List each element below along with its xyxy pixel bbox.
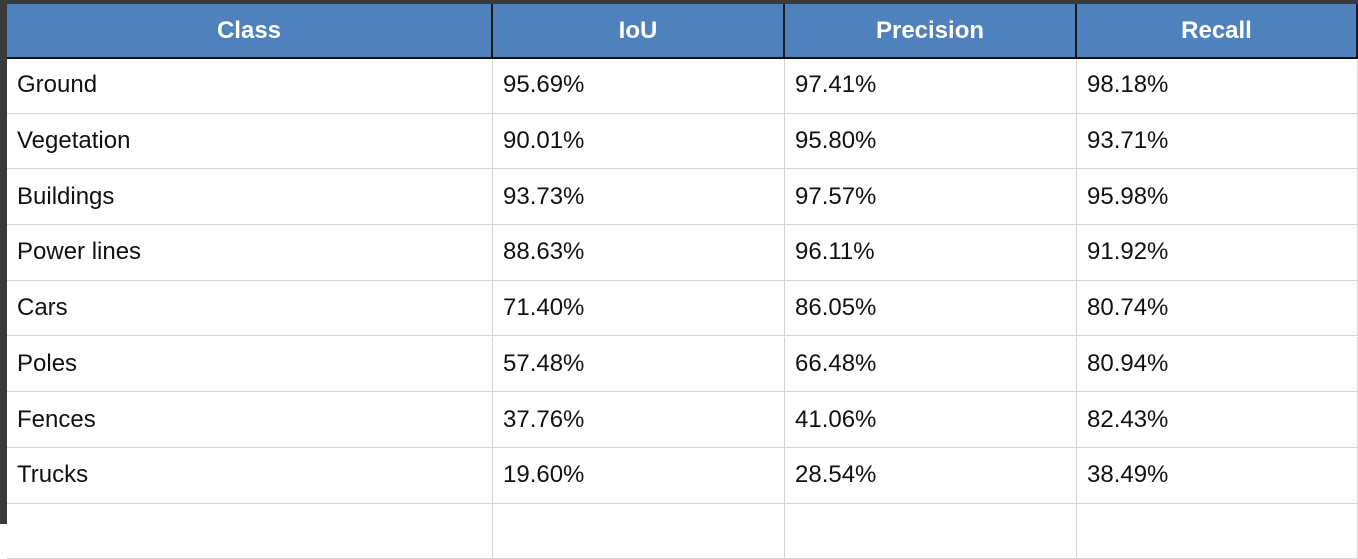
table-cell: 28.54% bbox=[785, 447, 1077, 504]
table-cell: Ground bbox=[7, 58, 493, 114]
empty-cell bbox=[785, 503, 1077, 559]
table-cell: Power lines bbox=[7, 225, 493, 281]
table-cell: 80.94% bbox=[1077, 336, 1358, 393]
empty-cell bbox=[493, 503, 785, 559]
table-cell: Buildings bbox=[7, 169, 493, 226]
table-cell: 96.11% bbox=[785, 225, 1077, 281]
table-cell: 88.63% bbox=[493, 225, 785, 281]
table-cell: Cars bbox=[7, 280, 493, 337]
header-cell: Class bbox=[7, 4, 493, 58]
table-cell: 71.40% bbox=[493, 280, 785, 337]
table-cell: 97.57% bbox=[785, 169, 1077, 226]
table-cell: 95.80% bbox=[785, 113, 1077, 170]
header-cell: Recall bbox=[1077, 4, 1358, 58]
empty-cell bbox=[7, 503, 493, 559]
table-cell: 37.76% bbox=[493, 392, 785, 448]
table-cell: 91.92% bbox=[1077, 225, 1358, 281]
table-cell: 90.01% bbox=[493, 113, 785, 170]
table-cell: Fences bbox=[7, 392, 493, 448]
table-cell: 57.48% bbox=[493, 336, 785, 393]
table-cell: 97.41% bbox=[785, 58, 1077, 114]
table-cell: 95.98% bbox=[1077, 169, 1358, 226]
table-cell: 38.49% bbox=[1077, 447, 1358, 504]
table-cell: Poles bbox=[7, 336, 493, 393]
window-border bbox=[0, 0, 1358, 4]
table-cell: 86.05% bbox=[785, 280, 1077, 337]
table-cell: 41.06% bbox=[785, 392, 1077, 448]
table-cell: 93.71% bbox=[1077, 113, 1358, 170]
empty-cell bbox=[1077, 503, 1358, 559]
table-cell: 98.18% bbox=[1077, 58, 1358, 114]
window-border bbox=[0, 0, 7, 524]
table-cell: 66.48% bbox=[785, 336, 1077, 393]
header-cell: Precision bbox=[785, 4, 1077, 58]
header-border bbox=[7, 57, 1358, 59]
table-cell: 95.69% bbox=[493, 58, 785, 114]
table-cell: Vegetation bbox=[7, 113, 493, 170]
header-cell: IoU bbox=[493, 4, 785, 58]
table-cell: 93.73% bbox=[493, 169, 785, 226]
table-cell: Trucks bbox=[7, 447, 493, 504]
table-cell: 82.43% bbox=[1077, 392, 1358, 448]
table-cell: 19.60% bbox=[493, 447, 785, 504]
table-cell: 80.74% bbox=[1077, 280, 1358, 337]
